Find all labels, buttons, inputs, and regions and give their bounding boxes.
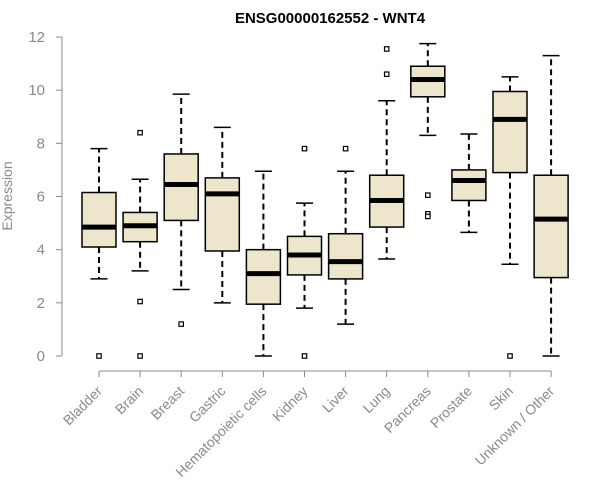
x-tick-label: Bladder bbox=[60, 383, 106, 429]
outlier-point bbox=[137, 298, 143, 305]
box-iqr bbox=[533, 174, 569, 279]
box-iqr bbox=[204, 177, 241, 252]
outlier-point bbox=[137, 129, 143, 136]
x-tick-label: Kidney bbox=[269, 383, 311, 425]
x-tick-label: Skin bbox=[486, 383, 517, 414]
box-iqr bbox=[327, 232, 364, 280]
y-axis: 0 2 4 6 8 10 12 bbox=[28, 29, 63, 365]
x-tick-label: Lung bbox=[359, 383, 392, 416]
outlier-point bbox=[507, 353, 513, 359]
box-hematopoietic-cells bbox=[245, 170, 282, 357]
box-iqr bbox=[451, 169, 487, 202]
box-iqr bbox=[492, 90, 528, 174]
outlier-point bbox=[137, 353, 143, 359]
outlier-point bbox=[425, 213, 431, 220]
outlier-point bbox=[383, 71, 390, 78]
x-tick-label: Brain bbox=[112, 383, 146, 417]
box-lung bbox=[368, 46, 405, 260]
y-tick-label: 6 bbox=[37, 189, 45, 206]
x-tick-label: Liver bbox=[319, 383, 352, 416]
box-liver bbox=[327, 145, 364, 325]
y-tick-label: 4 bbox=[37, 242, 45, 259]
outlier-point bbox=[301, 145, 308, 152]
box-unknown-other bbox=[533, 54, 569, 357]
y-tick-label: 10 bbox=[28, 82, 45, 99]
box-breast bbox=[163, 93, 199, 327]
chart-title: ENSG00000162552 - WNT4 bbox=[235, 10, 426, 27]
y-tick-label: 8 bbox=[37, 135, 45, 152]
box-pancreas bbox=[410, 42, 446, 220]
box-prostate bbox=[451, 133, 487, 234]
box-brain bbox=[122, 129, 158, 359]
y-tick-label: 12 bbox=[28, 29, 45, 46]
outlier-point bbox=[301, 353, 308, 359]
box-skin bbox=[492, 76, 528, 359]
box-gastric bbox=[204, 126, 241, 304]
y-axis-label: Expression bbox=[0, 161, 15, 230]
x-tick-label: Prostate bbox=[427, 383, 475, 431]
x-tick-label: Breast bbox=[147, 383, 187, 423]
box-iqr bbox=[245, 248, 282, 305]
box-bladder bbox=[81, 147, 117, 359]
outlier-point bbox=[342, 145, 349, 152]
box-iqr bbox=[81, 191, 117, 248]
outlier-point bbox=[383, 46, 390, 52]
outlier-point bbox=[96, 353, 102, 359]
box-iqr bbox=[163, 153, 199, 222]
y-tick-label: 0 bbox=[37, 348, 45, 365]
box-kidney bbox=[286, 145, 323, 359]
y-tick-label: 2 bbox=[37, 295, 45, 312]
plot-area bbox=[81, 42, 569, 359]
outlier-point bbox=[425, 192, 431, 198]
outlier-point bbox=[178, 321, 185, 327]
